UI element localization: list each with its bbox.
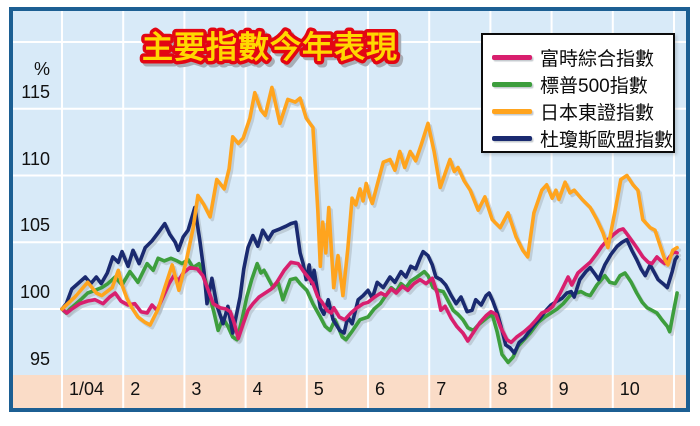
y-tick-label: 105 (19, 215, 50, 236)
x-tick-label: 7 (436, 379, 447, 399)
series-line-2 (60, 85, 679, 327)
y-tick-label: 100 (19, 282, 50, 302)
y-axis-unit-label: % (33, 59, 50, 79)
legend-label: 標普500指數 (540, 76, 648, 97)
legend-line-swatch (492, 55, 532, 60)
legend-label: 日本東證指數 (540, 103, 655, 124)
x-tick-label: 6 (375, 379, 386, 399)
legend-row-0: 富時綜合指數 (492, 44, 673, 71)
x-tick-label: 4 (252, 379, 263, 399)
x-tick-label: 1/04 (69, 379, 105, 399)
legend-row-3: 杜瓊斯歐盟指數 (492, 125, 673, 152)
x-tick-label: 2 (130, 379, 141, 399)
y-tick-label: 95 (29, 348, 50, 369)
legend-line-swatch (492, 136, 532, 141)
x-tick-label: 3 (191, 379, 202, 399)
x-tick-label: 8 (497, 379, 508, 399)
y-tick-label: 115 (21, 81, 50, 102)
legend-label: 富時綜合指數 (540, 49, 655, 70)
chart-title-shadow: 主要指數今年表現 (145, 33, 401, 68)
legend-line-swatch (492, 109, 532, 114)
month-strip (13, 375, 686, 408)
series-shadow-0 (62, 229, 682, 347)
legend-line-swatch (492, 82, 532, 87)
series-line-1 (60, 256, 679, 365)
legend-row-2: 日本東證指數 (492, 98, 673, 125)
x-tick-label: 9 (558, 379, 569, 399)
legend-label: 杜瓊斯歐盟指數 (540, 130, 674, 151)
chart-title: 主要指數今年表現 主要指數今年表現 (120, 22, 420, 72)
x-tick-label: 5 (313, 379, 324, 399)
legend-box: 富時綜合指數 標普500指數 日本東證指數 杜瓊斯歐盟指數 (481, 33, 675, 153)
chart-title-text: 主要指數今年表現 (142, 30, 398, 65)
y-tick-label: 110 (21, 148, 50, 169)
series-line-3 (60, 205, 679, 355)
series-shadow-3 (62, 208, 682, 358)
plot-area (13, 11, 686, 408)
x-tick-label: 10 (619, 379, 640, 399)
legend-row-1: 標普500指數 (492, 71, 673, 98)
